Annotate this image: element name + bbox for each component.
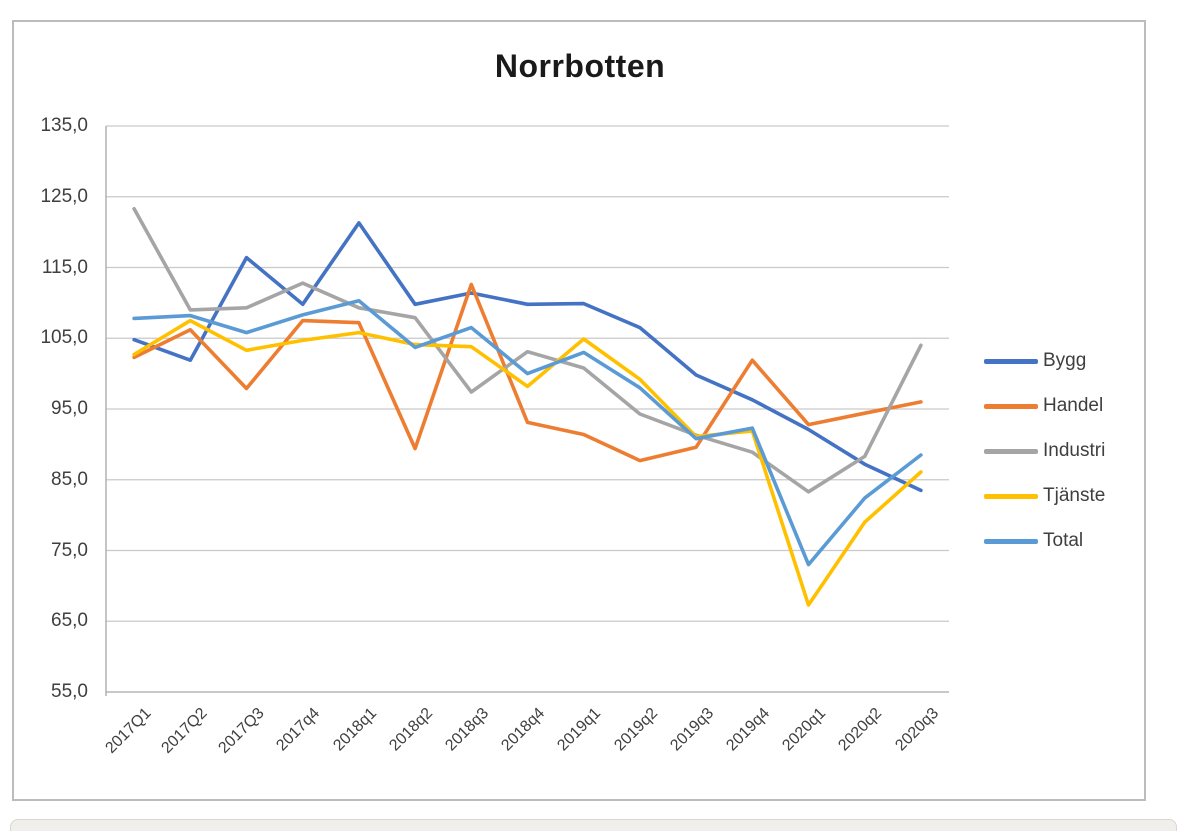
series-line-handel[interactable] [132,282,923,463]
legend-item-bygg[interactable]: Bygg [984,349,1086,373]
legend-line-swatch-handel [984,403,1038,409]
series-line-total[interactable] [132,298,923,567]
y-tick-label[interactable]: 85,0 [51,468,88,490]
legend-label-total: Total [1043,530,1084,551]
y-tick-label[interactable]: 105,0 [40,327,88,349]
y-tick-label[interactable]: 125,0 [40,185,88,207]
y-tick-label[interactable]: 55,0 [51,681,88,702]
y-tick-label[interactable]: 115,0 [41,256,88,278]
series-line-bygg[interactable] [132,221,923,493]
y-tick-label[interactable]: 75,0 [51,539,88,561]
series-line-industri[interactable] [132,207,923,494]
legend-line-swatch-tj-nste [984,493,1038,499]
legend-item-industri[interactable]: Industri [984,439,1105,463]
y-tick-label[interactable]: 135,0 [40,115,88,136]
legend-label-handel: Handel [1043,395,1104,416]
legend-item-tj-nste[interactable]: Tjänste [984,484,1105,508]
legend-label-bygg: Bygg [1043,350,1087,371]
chart-title[interactable]: Norrbotten [494,48,666,84]
legend-line-swatch-bygg [984,358,1038,364]
legend-label-tj-nste: Tjänste [1043,485,1106,506]
y-tick-label[interactable]: 65,0 [51,610,88,632]
legend-item-total[interactable]: Total [984,529,1083,553]
legend-line-swatch-total [984,538,1038,544]
y-tick-label[interactable]: 95,0 [51,398,88,419]
window-bottom-strip [10,819,1177,831]
series-line-tj-nste[interactable] [132,318,923,607]
legend-line-swatch-industri [984,448,1038,454]
chart-border-frame [12,20,1146,801]
legend-label-industri: Industri [1043,440,1106,461]
legend-item-handel[interactable]: Handel [984,394,1103,418]
